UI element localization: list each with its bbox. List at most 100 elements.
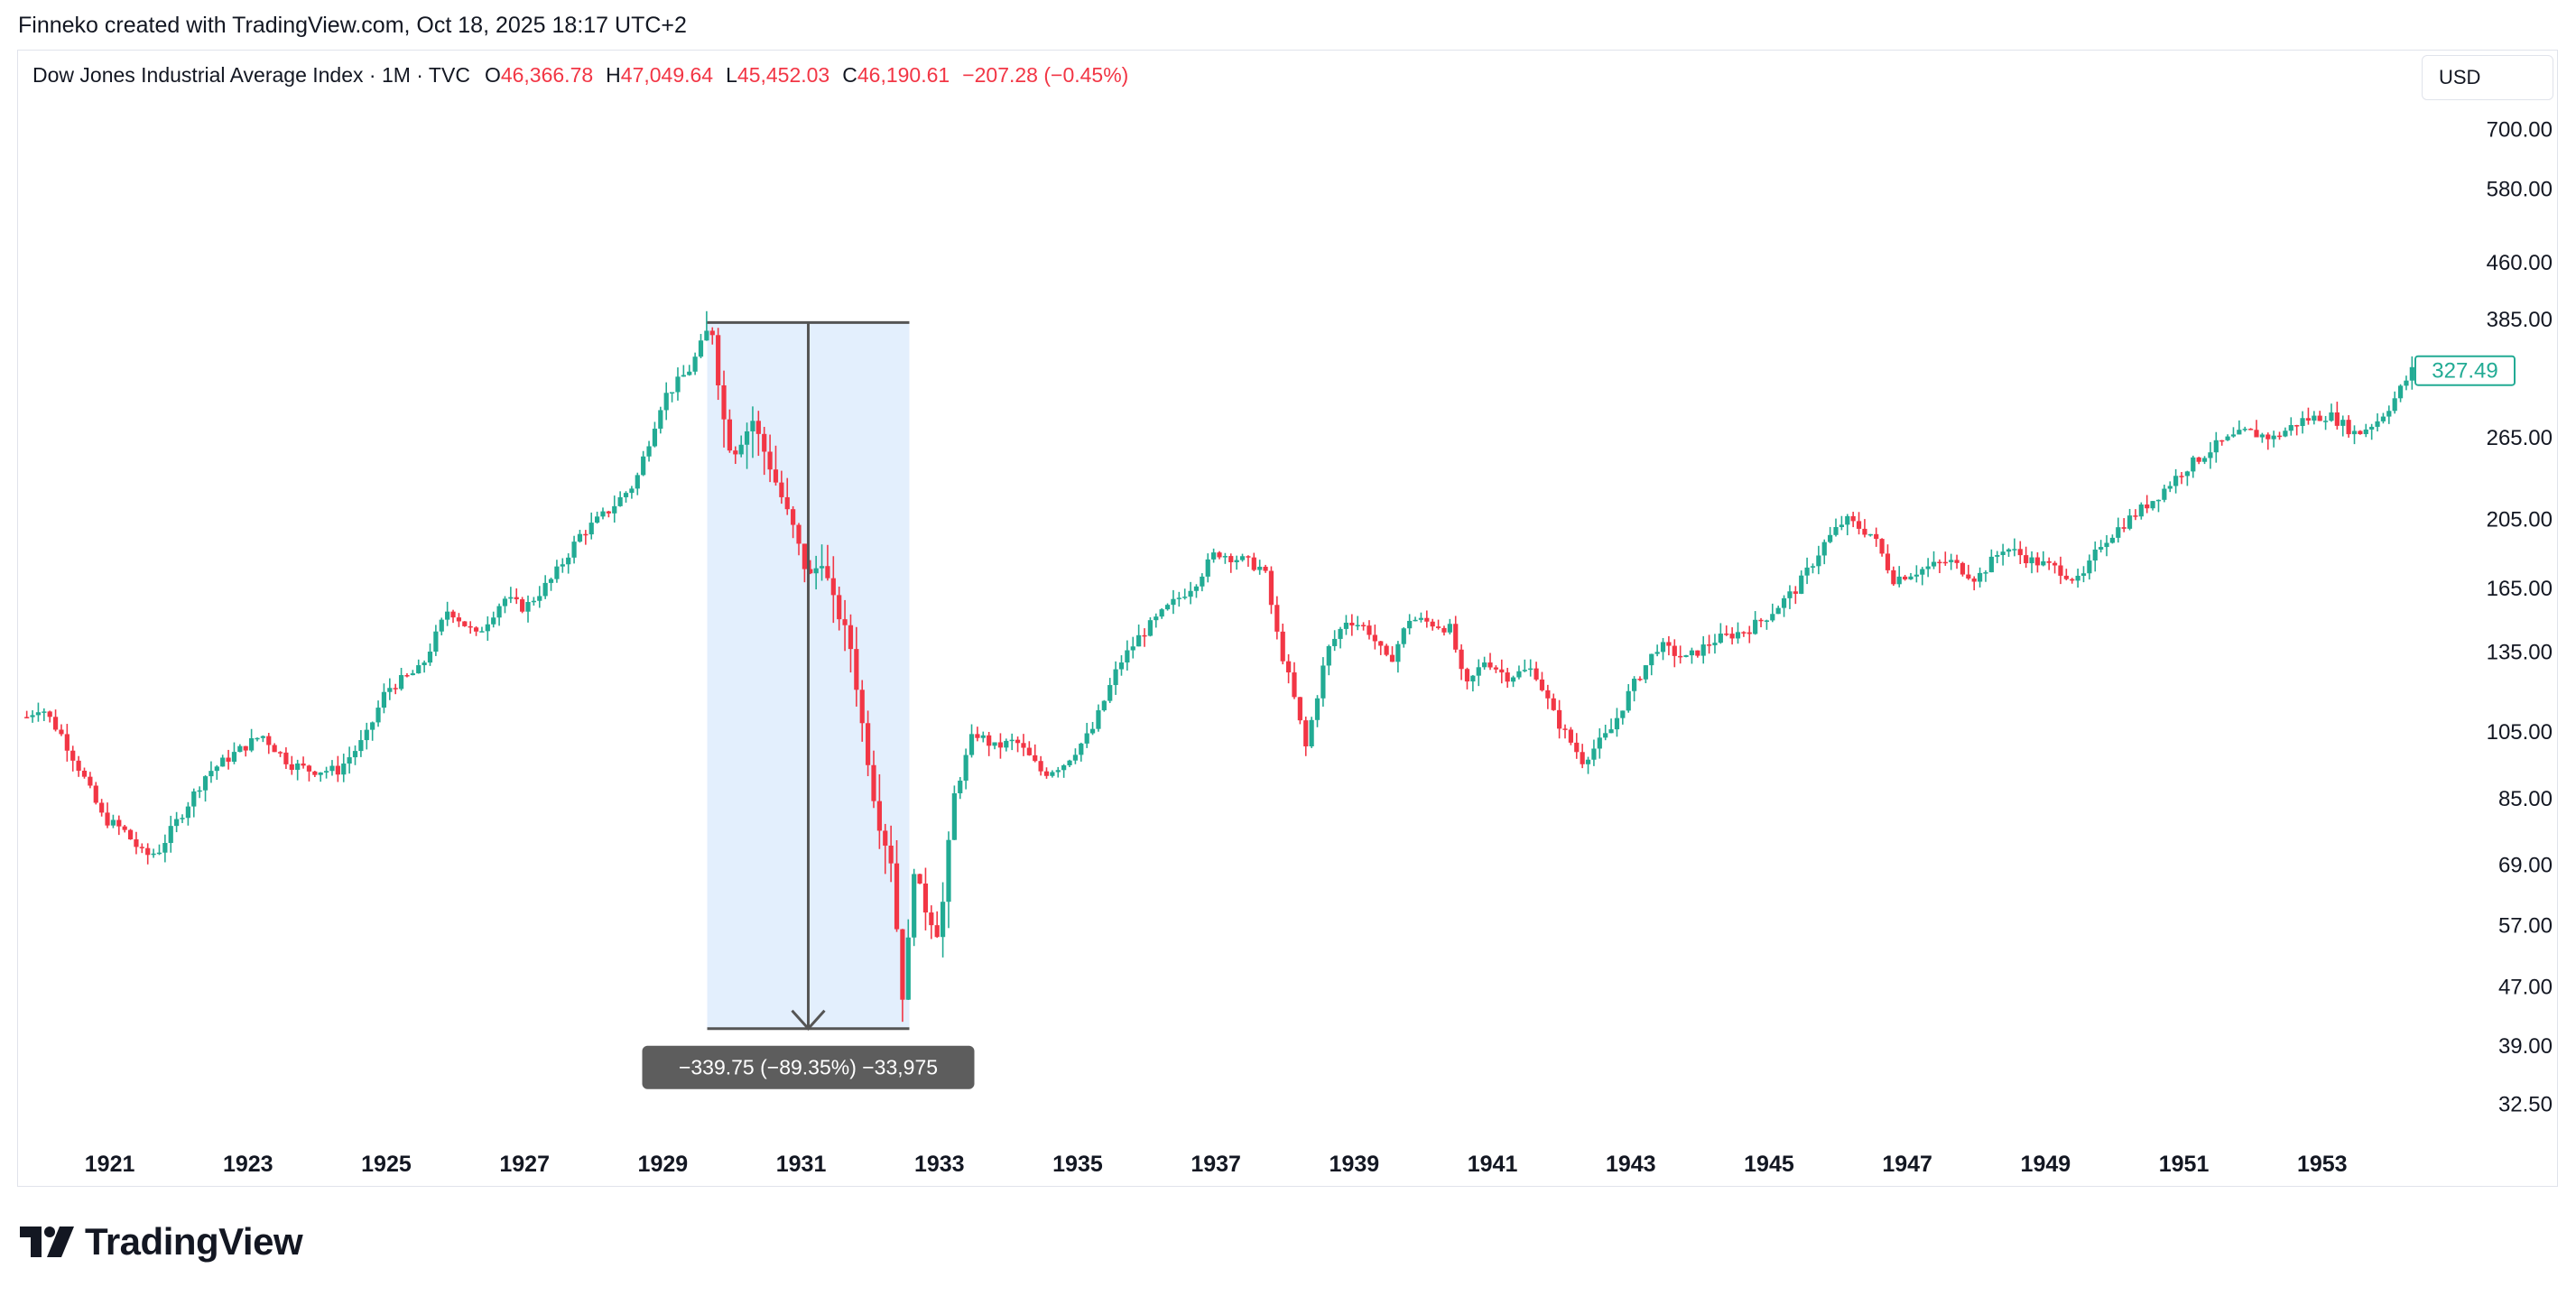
candle-body (1689, 650, 1695, 656)
time-tick-label: 1929 (638, 1152, 689, 1177)
candle-body (1297, 697, 1302, 721)
candle-body (1856, 521, 1862, 529)
brand-logo[interactable]: TradingView (20, 1220, 303, 1264)
candle-body (894, 863, 900, 930)
candle-body (2340, 420, 2346, 426)
candle-body (2041, 560, 2046, 566)
candle-body (941, 902, 946, 938)
candle-body (1597, 737, 1602, 749)
candle-body (2145, 505, 2150, 509)
candle-body (606, 511, 611, 514)
time-tick-label: 1933 (914, 1152, 965, 1177)
candle-body (1389, 654, 1395, 662)
time-tick-label: 1923 (223, 1152, 273, 1177)
candle-body (2150, 501, 2155, 509)
last-price-tag (2414, 355, 2516, 386)
candle-body (1654, 652, 1660, 654)
candle-body (1810, 566, 1816, 568)
candle-body (802, 543, 808, 569)
time-axis[interactable]: 1921 1923 1925 1927 1929 1931 1933 1935 1937 1939… (85, 1152, 2348, 1177)
candle-body (2173, 476, 2179, 486)
candle-body (2225, 436, 2230, 440)
candle-body (623, 493, 629, 497)
candle-body (1983, 572, 1988, 574)
time-tick-label: 1935 (1052, 1152, 1103, 1177)
candle-body (1954, 560, 1960, 563)
candle-body (716, 335, 721, 385)
time-tick-label: 1921 (85, 1152, 135, 1177)
candle-body (2058, 565, 2063, 576)
currency-button[interactable]: USD (2422, 55, 2553, 100)
price-axis[interactable]: 700.00 580.00 460.00 385.00 265.00 205.00 165.… (2414, 118, 2553, 1117)
candle-body (883, 830, 888, 846)
candle-body (70, 750, 76, 761)
candle-body (1372, 634, 1377, 642)
candle-body (1164, 605, 1171, 610)
candle-body (2404, 380, 2409, 386)
candle-body (1862, 528, 1867, 535)
price-tick-label: 265.00 (2487, 426, 2553, 450)
candle-body (1700, 644, 1706, 656)
candle-body (663, 393, 669, 411)
candle-body (185, 806, 190, 819)
candle-body (1268, 570, 1274, 606)
candle-body (174, 819, 180, 827)
candle-body (687, 371, 692, 375)
candle-body (168, 826, 173, 844)
candle-body (2386, 411, 2392, 417)
candle-body (566, 557, 571, 565)
candle-body (2259, 434, 2265, 438)
candle-body (1435, 626, 1441, 628)
candle-body (289, 764, 294, 770)
candle-body (669, 392, 675, 393)
candle-body (876, 801, 882, 831)
candle-body (1626, 690, 1631, 711)
candle-body (1280, 631, 1285, 662)
candle-body (1239, 556, 1246, 560)
candle-body (2334, 412, 2340, 426)
candle-body (1591, 748, 1597, 760)
candle-body (2024, 555, 2029, 564)
candle-body (422, 662, 427, 666)
chart-frame[interactable] (17, 50, 2558, 1187)
candle-body (750, 421, 755, 431)
candle-body (1217, 552, 1222, 558)
time-tick-label: 1937 (1191, 1152, 1241, 1177)
candle-body (479, 631, 485, 633)
candle-body (445, 611, 450, 620)
candle-body (2116, 527, 2121, 538)
high-value: 47,049.64 (620, 63, 714, 87)
candle-body (1055, 770, 1061, 773)
candle-body (398, 675, 404, 690)
candle-body (1580, 752, 1585, 764)
candle-body (81, 770, 88, 777)
candle-body (2266, 434, 2271, 440)
candle-body (871, 764, 876, 801)
candle-body (934, 925, 940, 938)
candle-body (1966, 574, 1971, 579)
candle-body (2363, 429, 2368, 435)
candle-body (808, 569, 813, 574)
candle-body (2127, 515, 2133, 529)
candle-body (1171, 598, 1176, 606)
candle-body (2248, 429, 2254, 430)
candle-body (2104, 542, 2109, 548)
candle-body (1735, 632, 1741, 639)
candle-body (312, 771, 318, 775)
brand-name: TradingView (85, 1220, 303, 1263)
candle-body (514, 597, 519, 600)
candle-body (922, 883, 929, 913)
candle-body (1821, 542, 1827, 556)
candle-body (439, 619, 444, 632)
candle-body (277, 752, 283, 754)
time-tick-label: 1925 (361, 1152, 412, 1177)
candle-body (1505, 672, 1510, 682)
symbol-name[interactable]: Dow Jones Industrial Average Index · 1M … (32, 63, 470, 87)
candle-body (1407, 620, 1413, 629)
candle-body (1608, 729, 1614, 734)
candle-body (577, 533, 583, 542)
candle-body (2046, 560, 2052, 563)
price-tick-label: 165.00 (2487, 577, 2553, 601)
candle-body (1614, 717, 1620, 730)
